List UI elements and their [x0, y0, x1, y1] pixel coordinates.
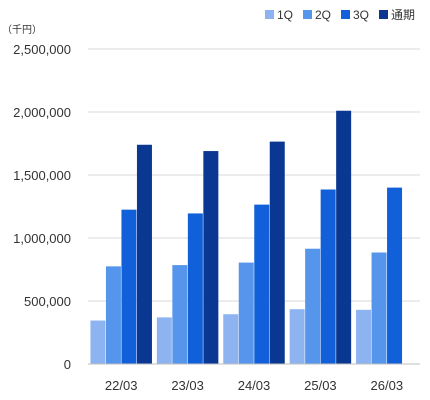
- bar-3Q-25/03: [320, 189, 336, 364]
- legend-swatch: [265, 10, 274, 19]
- y-axis-tick-labels: 0 500,000 1,000,000 1,500,000 2,000,000 2,500…: [13, 42, 71, 372]
- legend-swatch: [379, 10, 388, 19]
- x-tick-label: 26/03: [371, 378, 404, 393]
- legend-label: 通期: [391, 8, 415, 22]
- y-tick-label: 1,000,000: [13, 231, 71, 246]
- bars: [90, 110, 403, 365]
- bar-2Q-24/03: [238, 262, 254, 364]
- bar-1Q-23/03: [156, 317, 172, 364]
- legend-swatch: [303, 10, 312, 19]
- bar-3Q-22/03: [121, 209, 137, 364]
- bar-通期-25/03: [336, 110, 352, 365]
- bar-2Q-23/03: [172, 265, 188, 364]
- y-tick-label: 1,500,000: [13, 168, 71, 183]
- y-tick-label: 2,500,000: [13, 42, 71, 57]
- legend-label: 1Q: [277, 8, 293, 22]
- bar-1Q-26/03: [356, 309, 372, 364]
- y-tick-label: 500,000: [24, 294, 71, 309]
- y-tick-label: 0: [64, 357, 71, 372]
- legend: 1Q 2Q 3Q 通期: [265, 8, 415, 22]
- x-tick-label: 22/03: [105, 378, 138, 393]
- bar-2Q-26/03: [371, 252, 387, 364]
- bar-通期-23/03: [203, 151, 219, 364]
- x-tick-label: 24/03: [238, 378, 271, 393]
- bar-3Q-24/03: [254, 204, 270, 364]
- bar-通期-24/03: [269, 141, 285, 364]
- x-tick-label: 23/03: [171, 378, 204, 393]
- bar-3Q-23/03: [187, 213, 203, 364]
- y-tick-label: 2,000,000: [13, 105, 71, 120]
- bar-1Q-25/03: [289, 309, 305, 364]
- bar-2Q-22/03: [105, 266, 121, 364]
- bar-1Q-22/03: [90, 320, 106, 364]
- legend-label: 3Q: [353, 8, 369, 22]
- x-axis-tick-labels: 22/03 23/03 24/03 25/03 26/03: [105, 378, 403, 393]
- bar-2Q-25/03: [305, 248, 321, 364]
- bar-通期-22/03: [136, 144, 152, 364]
- bar-1Q-24/03: [223, 314, 239, 364]
- legend-label: 2Q: [315, 8, 331, 22]
- x-tick-label: 25/03: [304, 378, 337, 393]
- bar-3Q-26/03: [387, 187, 403, 364]
- unit-label: （千円）: [2, 24, 42, 36]
- legend-swatch: [341, 10, 350, 19]
